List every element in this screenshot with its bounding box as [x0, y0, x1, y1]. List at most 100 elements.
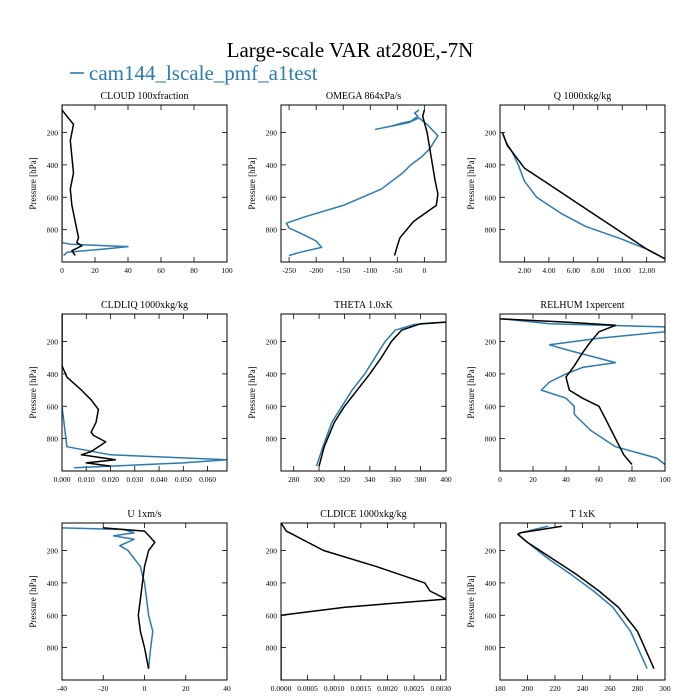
- x-tick-label: 0.0030: [430, 684, 451, 693]
- x-tick-label: 240: [577, 684, 589, 693]
- panel-frame: [499, 104, 666, 263]
- panel-frame: [280, 522, 447, 681]
- y-tick-label: 800: [266, 435, 278, 444]
- panel-title: CLDLIQ 1000xkg/kg: [101, 300, 188, 311]
- x-tick-label: 20: [529, 475, 537, 484]
- x-tick-label: 0: [60, 266, 64, 275]
- panel-title: U 1xm/s: [127, 509, 161, 520]
- case-line: [517, 525, 648, 670]
- x-tick-label: 60: [595, 475, 603, 484]
- y-axis-label: Pressure [hPa]: [466, 575, 476, 627]
- obs-line: [103, 527, 156, 669]
- y-tick-label: 200: [485, 547, 497, 556]
- panel-2: OMEGA 864xPa/s -250 -200 -150 -100 -50 0 200 400…: [247, 91, 447, 275]
- x-tick-label: 100: [221, 266, 233, 275]
- panel-3: Q 1000xkg/kg 2.00 4.00 6.00 8.00 10.00 12.00 20…: [466, 91, 666, 275]
- obs-line: [62, 109, 83, 256]
- x-tick-label: 0.0025: [404, 684, 425, 693]
- case-line: [315, 321, 446, 467]
- panel-title: Q 1000xkg/kg: [554, 91, 612, 102]
- x-tick-label: 80: [190, 266, 198, 275]
- y-tick-label: 200: [485, 338, 497, 347]
- x-tick-label: 300: [313, 475, 325, 484]
- x-tick-label: 0.0000: [271, 684, 292, 693]
- x-tick-label: 320: [339, 475, 351, 484]
- x-tick-label: 260: [604, 684, 616, 693]
- y-tick-label: 600: [266, 193, 278, 202]
- y-axis-label: Pressure [hPa]: [28, 575, 38, 627]
- legend-label: cam144_lscale_pmf_a1test: [89, 61, 318, 85]
- panel-title: CLOUD 100xfraction: [100, 91, 188, 102]
- y-tick-label: 400: [266, 579, 278, 588]
- y-tick-label: 600: [485, 402, 497, 411]
- obs-line: [501, 132, 665, 260]
- panel-9: T 1xK 180 200 220 240 260 280 300 200 400 600 800 Pr…: [466, 509, 671, 693]
- x-tick-label: 360: [390, 475, 402, 484]
- panel-8: CLDICE 1000xkg/kg 0.0000 0.0005 0.0010 0.001…: [266, 509, 451, 693]
- x-tick-label: -150: [336, 266, 350, 275]
- x-tick-label: -200: [309, 266, 323, 275]
- y-tick-label: 800: [47, 435, 59, 444]
- x-tick-label: 4.00: [542, 266, 555, 275]
- case-line: [501, 132, 665, 260]
- y-tick-label: 200: [266, 129, 278, 138]
- y-tick-label: 400: [266, 370, 278, 379]
- case-line: [503, 318, 665, 466]
- panel-4: CLDLIQ 1000xkg/kg 0.000 0.010 0.020 0.030 0.0…: [28, 300, 228, 484]
- x-tick-label: 0: [143, 684, 147, 693]
- y-tick-label: 200: [266, 338, 278, 347]
- y-tick-label: 800: [266, 644, 278, 653]
- panel-frame: [61, 104, 228, 263]
- y-tick-label: 400: [266, 161, 278, 170]
- x-tick-label: 40: [562, 475, 570, 484]
- y-axis-label: Pressure [hPa]: [247, 366, 257, 418]
- y-tick-label: 200: [47, 547, 59, 556]
- y-tick-label: 400: [47, 370, 59, 379]
- x-tick-label: 0.0010: [324, 684, 345, 693]
- obs-line: [318, 321, 446, 467]
- panel-6: RELHUM 1xpercent 0 20 40 60 80 100 200 400 600 800…: [466, 300, 671, 484]
- case-line: [285, 109, 439, 257]
- x-tick-label: 60: [157, 266, 165, 275]
- y-tick-label: 600: [47, 193, 59, 202]
- x-tick-label: 20: [91, 266, 99, 275]
- case-line: [62, 105, 129, 257]
- y-tick-label: 800: [266, 226, 278, 235]
- y-tick-label: 400: [485, 579, 497, 588]
- x-tick-label: -250: [282, 266, 296, 275]
- x-tick-label: 8.00: [591, 266, 604, 275]
- x-tick-label: 180: [494, 684, 506, 693]
- y-tick-label: 400: [485, 161, 497, 170]
- panel-frame: [499, 313, 666, 472]
- panel-title: RELHUM 1xpercent: [540, 300, 624, 311]
- y-tick-label: 200: [47, 338, 59, 347]
- panel-frame: [61, 522, 228, 681]
- x-tick-label: 0.0015: [351, 684, 372, 693]
- obs-line: [517, 525, 655, 670]
- x-tick-label: 280: [632, 684, 644, 693]
- panel-5: THETA 1.0xK 280 300 320 340 360 380 400 200 400 60…: [247, 300, 452, 484]
- x-tick-label: 40: [223, 684, 231, 693]
- panel-frame: [61, 313, 228, 472]
- x-tick-label: 0.0020: [377, 684, 398, 693]
- y-tick-label: 800: [485, 435, 497, 444]
- y-tick-label: 200: [266, 547, 278, 556]
- x-tick-label: 0.030: [126, 475, 143, 484]
- y-tick-label: 600: [485, 611, 497, 620]
- x-tick-label: -40: [57, 684, 67, 693]
- case-line: [62, 527, 154, 669]
- x-tick-label: 0: [422, 266, 426, 275]
- panel-title: CLDICE 1000xkg/kg: [320, 509, 406, 520]
- x-tick-label: 0.010: [78, 475, 95, 484]
- y-tick-label: 800: [47, 226, 59, 235]
- panel-frame: [280, 104, 447, 263]
- x-tick-label: 380: [415, 475, 427, 484]
- x-tick-label: 6.00: [567, 266, 580, 275]
- obs-line: [281, 523, 446, 680]
- x-tick-label: 340: [364, 475, 376, 484]
- y-axis-label: Pressure [hPa]: [28, 366, 38, 418]
- y-axis-label: Pressure [hPa]: [247, 157, 257, 209]
- x-tick-label: 10.00: [614, 266, 631, 275]
